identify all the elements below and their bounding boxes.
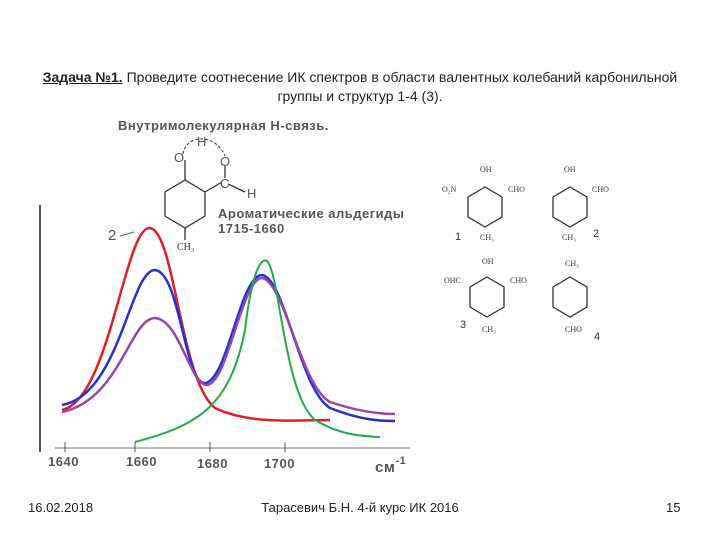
group: CH₃	[482, 325, 496, 334]
range-label: 1715-1660	[218, 221, 285, 236]
group: CHO	[592, 185, 609, 194]
group: O₂N	[442, 185, 457, 194]
spectrum-red	[61, 226, 331, 422]
tick-label: 1660	[126, 454, 157, 469]
footer-date: 16.02.2018	[28, 500, 94, 515]
group: CH₃	[480, 233, 494, 242]
atom: O	[220, 154, 231, 169]
atom: H	[197, 134, 207, 149]
group: OH	[564, 165, 576, 174]
aldehyde-label: Ароматические альдегиды	[218, 206, 405, 221]
page-number: 15	[666, 500, 681, 515]
tick-label: 1680	[197, 456, 228, 471]
figure: 1640 1660 1680 1700 см-1 2 Внутримолекул…	[39, 118, 609, 476]
pointer	[119, 231, 135, 237]
atom: CH₃	[177, 242, 194, 253]
benzene-ring	[164, 179, 206, 229]
structure-number: 1	[455, 231, 461, 243]
structure-number: 2	[593, 228, 599, 240]
structure-number: 4	[594, 331, 600, 343]
tick-label: 1640	[48, 454, 79, 469]
title: Задача №1. Проведите соотнесение ИК спек…	[30, 68, 690, 106]
group: CH₃	[562, 233, 576, 242]
tick-label: 1700	[264, 456, 295, 471]
footer-author: Тарасевич Б.Н. 4-й курс ИК 2016	[261, 500, 459, 515]
task-text: Проведите соотнесение ИК спектров в обла…	[126, 69, 678, 104]
curve-label: 2	[108, 227, 117, 244]
spectrum-purple	[61, 276, 396, 416]
atom: H	[247, 186, 257, 201]
group: CHO	[508, 185, 525, 194]
group: CH₃	[565, 259, 579, 268]
structure-number: 3	[460, 319, 466, 331]
group: OHC	[444, 276, 461, 285]
group: CHO	[510, 276, 527, 285]
spectrum-green	[134, 259, 381, 443]
group: OH	[482, 257, 494, 266]
axis-ticks	[64, 442, 286, 452]
atom: O	[174, 150, 185, 165]
task-label: Задача №1.	[42, 69, 123, 85]
group: CHO	[565, 325, 582, 334]
atom: C	[220, 176, 230, 191]
hbond-label: Внутримолекулярная Н-связь.	[118, 118, 329, 133]
spectrum-blue	[61, 268, 396, 423]
group: OH	[480, 165, 492, 174]
axis-unit: см-1	[375, 455, 406, 476]
